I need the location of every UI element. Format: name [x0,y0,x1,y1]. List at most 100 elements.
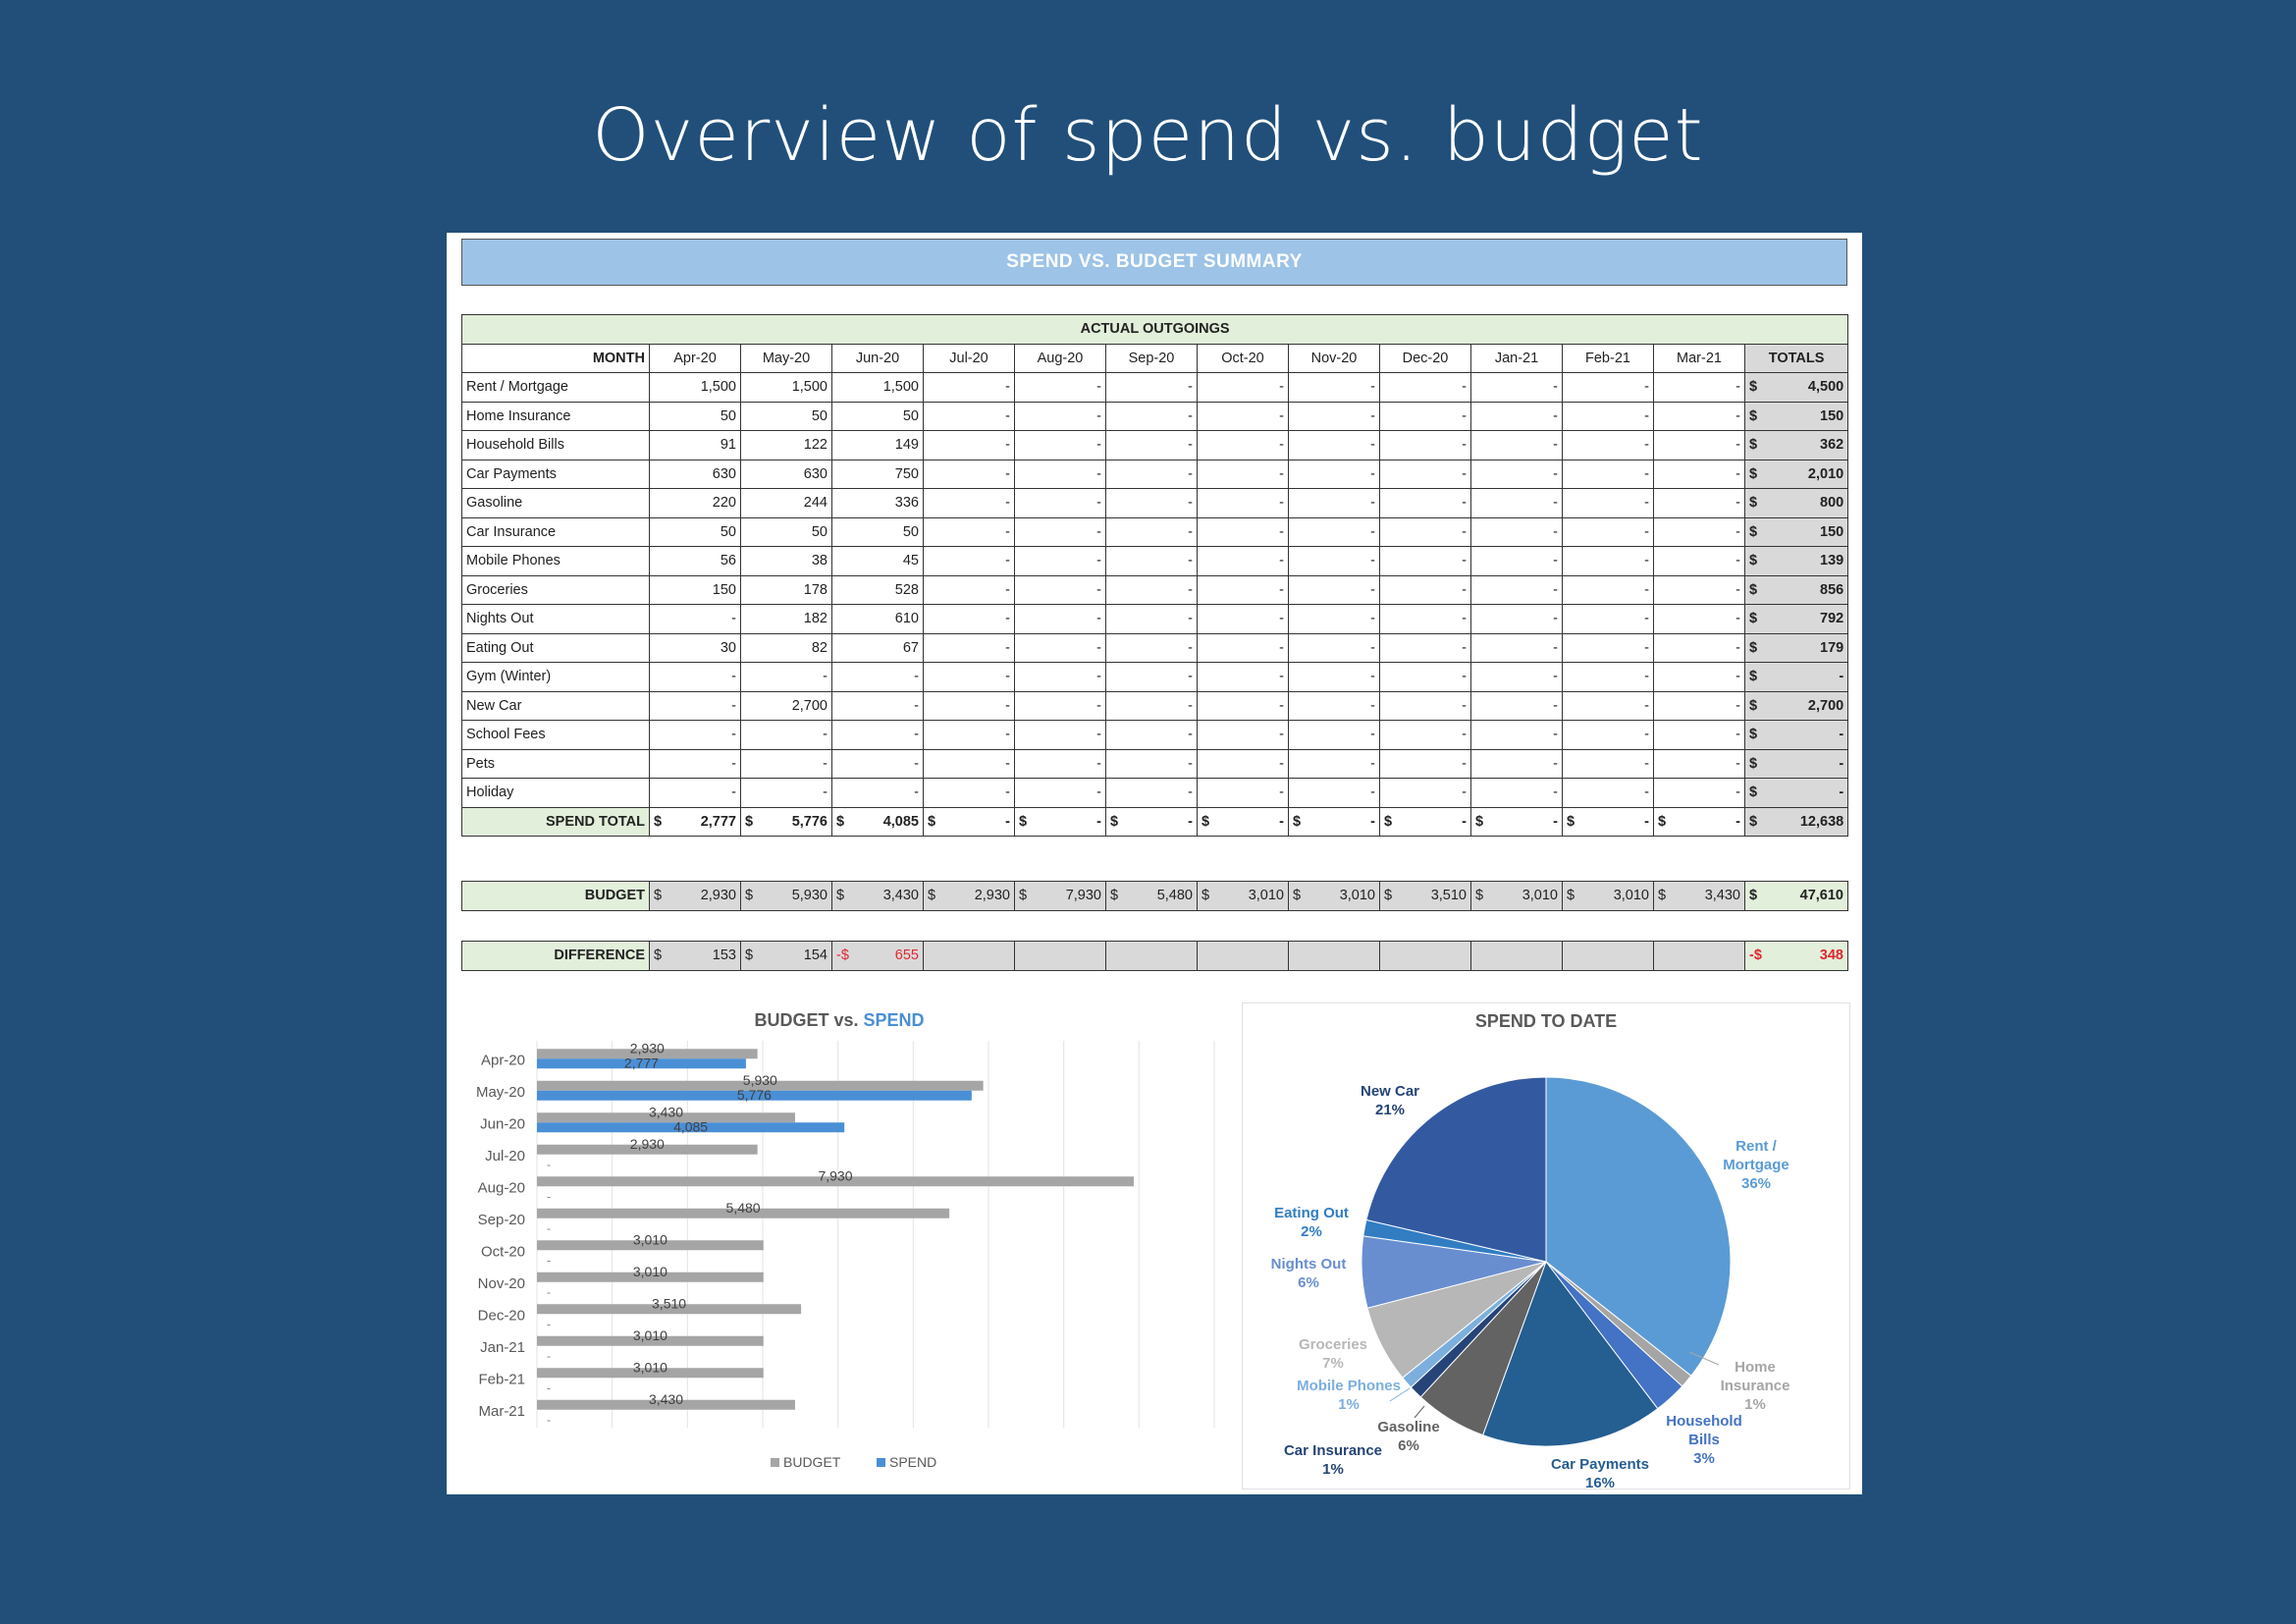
cell-value: 792 [1820,611,1844,627]
cell-value: - [923,778,1015,808]
cell-value: 122 [740,430,832,460]
budget-bar [537,1176,1134,1187]
spend-data-label: - [547,1317,551,1330]
spend-total-value: $ - [1562,806,1654,837]
category-tick-label: Dec-20 [478,1307,525,1324]
cell-value: - [1562,372,1654,403]
cell-value: 1,500 [740,372,832,403]
cell-value: 220 [649,488,741,518]
cell-value: - [1197,574,1289,605]
cell-value: 50 [649,516,741,547]
cell-value: - [1105,574,1198,605]
cell-value: - [1735,813,1740,830]
difference-value: $153 [649,941,741,971]
cell-value: - [1288,574,1380,605]
month-label: MONTH [461,343,650,373]
cell-value: - [1653,372,1745,403]
cell-value: - [1379,690,1471,721]
cell-value: - [1105,748,1198,779]
cell-value: 630 [740,459,832,489]
currency-sign: $ [836,813,845,830]
spend-bar [537,1090,972,1101]
cell-value: - [1105,430,1198,460]
category-label: Household Bills [461,430,650,460]
category-tick-label: Jul-20 [485,1148,525,1164]
cell-value: - [649,720,741,750]
cell-value: 5,930 [791,888,828,904]
bar-chart-title: BUDGET vs. SPEND [754,1010,924,1030]
row-total: $2,700 [1743,690,1849,721]
table-row: Rent / Mortgage 1,500 1,500 1,500- - - - - - - - - $… [461,372,1849,403]
table-row: Mobile Phones 56 38 45- - - - - - - - - $139 [461,546,1849,576]
cell-value: - [1105,632,1198,663]
cell-value: 150 [649,574,741,605]
cell-value: - [1279,813,1284,830]
cell-value: - [1379,430,1471,460]
legend-budget-swatch [771,1458,779,1467]
budget-data-label: 3,430 [649,1104,683,1119]
cell-value: - [1653,662,1745,692]
cell-value: - [1562,401,1654,431]
budget-value: $3,510 [1379,881,1471,911]
cell-value: 50 [831,516,924,547]
difference-empty [1014,941,1106,971]
cell-value: - [831,690,924,721]
pie-chart-title: SPEND TO DATE [1475,1011,1617,1031]
category-label: Car Payments [461,459,650,489]
cell-value: 38 [740,546,832,576]
slice-label: Home [1735,1359,1776,1376]
currency-sign: $ [1749,639,1758,656]
currency-sign: $ [1201,888,1210,904]
cell-value: - [1014,690,1106,721]
budget-data-label: 3,010 [633,1264,667,1279]
slice-percent: 1% [1744,1396,1766,1413]
spend-total-value: $ - [1014,806,1106,837]
slice-label: Rent / [1735,1138,1778,1155]
category-tick-label: Oct-20 [481,1243,525,1260]
month-header: May-20 [740,343,832,373]
cell-value: - [1470,516,1563,547]
cell-value: - [1470,574,1563,605]
budget-value: $3,010 [1288,881,1380,911]
section-header: ACTUAL OUTGOINGS [460,314,1849,345]
currency-sign: $ [745,888,754,904]
category-label: Gym (Winter) [461,662,650,692]
leader-line [1688,1351,1720,1366]
spend-data-label: - [547,1221,551,1235]
summary-banner: SPEND VS. BUDGET SUMMARY [461,239,1847,286]
budget-value: $2,930 [923,881,1015,911]
cell-value: - [1470,748,1563,779]
cell-value: - [923,690,1015,721]
cell-value: - [1197,632,1289,663]
cell-value: - [1653,632,1745,663]
cell-value: - [1562,574,1654,605]
category-tick-label: Mar-21 [478,1403,525,1420]
cell-value: - [1470,459,1563,489]
cell-value: - [1470,604,1563,634]
cell-value: - [1562,662,1654,692]
cell-value: - [923,430,1015,460]
cell-value: - [831,778,924,808]
slice-percent: 21% [1375,1102,1405,1118]
spend-data-label: - [547,1380,551,1394]
table-row: Car Payments 630 630 750- - - - - - - - - $2,010 [461,459,1849,489]
row-total: $856 [1743,574,1849,605]
cell-value: 4,500 [1807,379,1844,396]
currency-sign: $ [1019,813,1028,830]
category-label: Mobile Phones [461,546,650,576]
currency-sign: -$ [1749,947,1762,964]
currency-sign: $ [1019,888,1028,904]
budget-value: $7,930 [1014,881,1106,911]
budget-bar [537,1208,950,1218]
cell-value: - [1379,778,1471,808]
category-tick-label: May-20 [476,1084,525,1101]
difference-grand-total: -$ 348 [1744,941,1848,971]
spend-to-date-pie: SPEND TO DATE Rent / Mortgage 36% Home Insura… [1271,1011,1790,1491]
cell-value: - [1562,459,1654,489]
cell-value: - [1653,516,1745,547]
pie-slice [1545,1076,1732,1377]
month-header: Jul-20 [923,343,1015,373]
cell-value: - [1379,372,1471,403]
currency-sign: $ [1475,813,1484,830]
cell-value: 655 [894,947,919,964]
